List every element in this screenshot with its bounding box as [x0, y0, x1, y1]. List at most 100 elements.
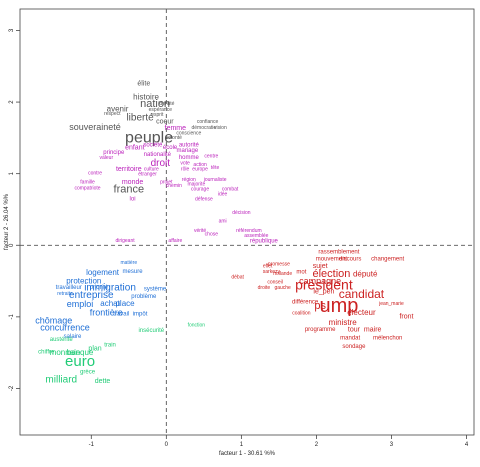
word-point: sarkozy [263, 269, 281, 275]
word-point: maire [364, 326, 382, 333]
word-point: front [399, 313, 413, 320]
x-tick-label: 4 [465, 442, 469, 448]
word-point: vérité [194, 228, 206, 234]
word-point: espérance [149, 107, 173, 113]
word-point: chômage [35, 315, 72, 325]
word-point: concurrence [40, 323, 90, 333]
word-point: esprit [151, 112, 164, 118]
word-point: système [144, 287, 167, 293]
y-axis-ticks: -2 -1 0 1 2 3 [9, 28, 20, 391]
word-point: mélenchon [373, 335, 402, 341]
word-point: changement [371, 257, 404, 263]
word-point: étranger [138, 171, 157, 177]
word-point: assemblée [244, 233, 268, 239]
word-point: candidat [339, 287, 385, 301]
word-point: culture [144, 166, 159, 172]
x-tick-label: 3 [390, 442, 394, 448]
word-point: décision [232, 210, 251, 216]
word-point: tour [348, 326, 361, 333]
word-point: insécurité [138, 328, 164, 334]
word-point: région [182, 177, 196, 183]
word-point: idée [218, 191, 228, 197]
x-tick-label: 2 [315, 442, 319, 448]
y-tick-label: -1 [9, 314, 15, 320]
x-tick-label: 1 [240, 442, 244, 448]
word-point: milliard [45, 374, 77, 385]
word-point: démocratie [191, 125, 216, 131]
word-point: référendum [236, 228, 262, 234]
word-point: gauche [274, 285, 291, 291]
word-point: frontière [90, 308, 123, 318]
word-point: affaire [168, 238, 182, 244]
word-point: achat [100, 299, 120, 308]
word-point: coalition [292, 310, 311, 316]
word-point: centre [204, 153, 218, 159]
y-tick-label: 1 [9, 171, 15, 175]
word-point: conseil [267, 279, 283, 285]
y-tick-label: 3 [9, 28, 15, 32]
word-point: programme [305, 327, 336, 333]
word-point: école [163, 145, 178, 151]
word-point: tête [211, 165, 220, 171]
word-point: coeur [156, 119, 174, 126]
word-point: élite [137, 81, 150, 88]
word-point: salaire [64, 334, 82, 340]
word-point: nationalité [144, 152, 172, 158]
word-point: femme [165, 125, 187, 132]
x-axis-label: facteur 1 - 30.61 %% [219, 451, 276, 457]
word-point: fonction [188, 322, 206, 328]
word-point: le_pen [313, 288, 334, 295]
word-point: droite [258, 285, 271, 291]
word-point: retraite [57, 291, 73, 297]
word-point: droit [151, 158, 171, 169]
word-point: monnaie [50, 348, 81, 357]
word-point: sujet [313, 263, 328, 270]
word-point: hollande [273, 271, 292, 277]
word-point: rôle [181, 166, 190, 172]
word-point: élection [312, 268, 350, 280]
word-point: enfant [125, 144, 145, 151]
word-point: chemin [166, 183, 182, 189]
word-point: rassemblement [318, 249, 359, 255]
word-point: monde [122, 179, 144, 186]
word-point: majorité [187, 181, 205, 187]
word-point: mouvement [316, 257, 348, 263]
word-point: projet [160, 179, 173, 185]
word-point: europe [192, 166, 208, 172]
word-point: débat [231, 274, 244, 280]
word-point: plan [88, 346, 101, 353]
word-point: souveraineté [69, 122, 121, 132]
word-point: société [143, 143, 163, 149]
word-point: vote [180, 161, 190, 167]
word-point: combat [222, 186, 239, 192]
word-point: dirigeant [115, 238, 135, 244]
y-tick-label: 2 [9, 100, 15, 104]
word-point: travailleur [56, 285, 82, 291]
word-point: banque [67, 348, 94, 357]
x-axis-ticks: -1 0 1 2 3 4 [89, 435, 469, 448]
y-tick-label: -2 [9, 385, 15, 391]
word-point: france [114, 183, 145, 195]
word-point: entreprise [69, 290, 114, 301]
word-point: euro [65, 353, 95, 370]
word-point: république [250, 239, 279, 245]
word-point: courage [191, 186, 209, 192]
word-point: action [193, 162, 207, 168]
word-point: contre [88, 171, 102, 177]
word-point: protection [66, 277, 101, 286]
word-point: nation [140, 98, 170, 110]
word-point: confiance [197, 119, 219, 125]
word-point: journaliste [203, 177, 227, 183]
word-point: ump [319, 295, 358, 317]
word-point: loi [130, 196, 136, 202]
word-point: effet [263, 264, 273, 270]
word-point: grèce [80, 370, 96, 376]
word-point: place [115, 299, 135, 308]
word-point: jean_marie [378, 301, 404, 307]
word-point: promesse [268, 262, 290, 268]
word-point: ministre [329, 318, 358, 327]
word-point: mot [296, 269, 306, 275]
word-point: différence [292, 300, 319, 306]
